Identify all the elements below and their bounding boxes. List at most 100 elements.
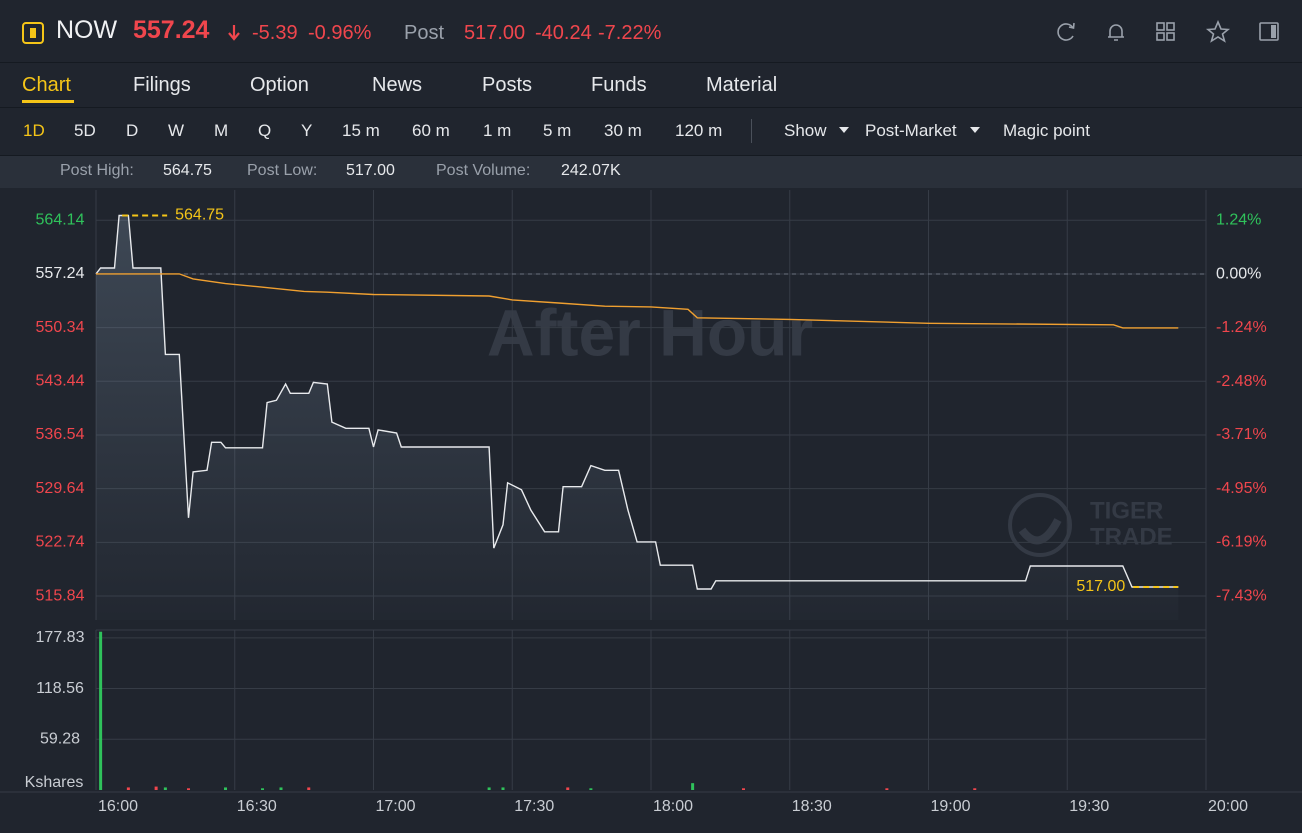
y-tick-label: 59.28 bbox=[40, 730, 80, 747]
y2-tick-label: -7.43% bbox=[1216, 587, 1267, 604]
alert-icon[interactable] bbox=[1108, 24, 1124, 41]
y-tick-label: 557.24 bbox=[36, 265, 85, 282]
y2-tick-label: -4.95% bbox=[1216, 480, 1267, 497]
tool[interactable]: Show bbox=[784, 121, 827, 140]
period[interactable]: 5D bbox=[74, 121, 96, 140]
down-arrow bbox=[228, 25, 240, 41]
refresh-icon[interactable] bbox=[1057, 22, 1075, 41]
tab[interactable]: Chart bbox=[22, 74, 71, 96]
period[interactable]: 60 m bbox=[412, 121, 450, 140]
x-tick-label: 16:00 bbox=[98, 798, 138, 815]
x-tick-label: 19:30 bbox=[1069, 798, 1109, 815]
volume-bar bbox=[742, 788, 745, 790]
logo-mark bbox=[1008, 493, 1072, 557]
watermark: After Hour bbox=[487, 295, 813, 369]
period[interactable]: Q bbox=[258, 121, 272, 140]
y-tick-label: 564.14 bbox=[36, 211, 85, 228]
x-tick-label: 17:00 bbox=[375, 798, 415, 815]
period[interactable]: W bbox=[168, 121, 185, 140]
tool[interactable]: Post-Market bbox=[865, 121, 957, 140]
volume-bar bbox=[501, 787, 505, 790]
x-tick-label: 18:00 bbox=[653, 798, 693, 815]
annotation-label: 564.75 bbox=[175, 207, 224, 224]
y2-tick-label: 1.24% bbox=[1216, 212, 1261, 229]
y-tick-label: 177.83 bbox=[36, 629, 85, 646]
volume-bar bbox=[691, 783, 695, 790]
active-tab-underline bbox=[22, 100, 74, 103]
period[interactable]: M bbox=[214, 121, 229, 140]
toolbar-icons bbox=[1057, 20, 1279, 43]
post-change-pct: -7.22% bbox=[598, 22, 662, 44]
y-tick-label: 536.54 bbox=[36, 426, 85, 443]
symbol-icon bbox=[22, 22, 44, 44]
stats-bar bbox=[0, 156, 1302, 188]
y-tick-label: 543.44 bbox=[36, 373, 85, 390]
logo-mark bbox=[1018, 518, 1062, 545]
period[interactable]: 5 m bbox=[543, 121, 572, 140]
volume-bar bbox=[99, 631, 103, 790]
period[interactable]: 1D bbox=[23, 121, 45, 140]
tool[interactable]: Magic point bbox=[1003, 121, 1090, 140]
price: 557.24 bbox=[133, 16, 210, 44]
stat-value: 242.07K bbox=[561, 162, 621, 179]
period[interactable]: D bbox=[126, 121, 139, 140]
tab[interactable]: Funds bbox=[591, 74, 647, 96]
x-tick-label: 18:30 bbox=[792, 798, 832, 815]
period[interactable]: 30 m bbox=[604, 121, 642, 140]
annotation-label: 517.00 bbox=[1076, 578, 1125, 595]
caret bbox=[970, 127, 980, 133]
volume-bar bbox=[154, 786, 158, 790]
divider bbox=[0, 155, 1302, 156]
divider bbox=[0, 62, 1302, 63]
x-tick-label: 17:30 bbox=[514, 798, 554, 815]
volume-bar bbox=[566, 787, 570, 790]
stat-value: 517.00 bbox=[346, 162, 395, 179]
y2-tick-label: 0.00% bbox=[1216, 265, 1261, 282]
stat-value: 564.75 bbox=[163, 162, 212, 179]
volume-bar bbox=[307, 787, 311, 790]
stat-label: Post High: bbox=[60, 162, 134, 179]
volume-bar bbox=[187, 788, 190, 790]
period[interactable]: Y bbox=[301, 121, 313, 140]
stat-label: Post Volume: bbox=[436, 162, 531, 179]
price-area bbox=[96, 215, 1179, 620]
period[interactable]: 120 m bbox=[675, 121, 723, 140]
period[interactable]: 1 m bbox=[483, 121, 512, 140]
panel-icon[interactable] bbox=[1259, 22, 1279, 41]
x-tick-label: 20:00 bbox=[1208, 798, 1248, 815]
volume-bar bbox=[589, 788, 593, 790]
favorite-icon[interactable] bbox=[1205, 20, 1231, 43]
volume-bar bbox=[163, 787, 167, 790]
y2-tick-label: -1.24% bbox=[1216, 319, 1267, 336]
y-tick-label: 515.84 bbox=[36, 587, 85, 604]
period[interactable]: 15 m bbox=[342, 121, 380, 140]
tab[interactable]: Filings bbox=[133, 74, 191, 96]
tab[interactable]: Material bbox=[706, 74, 778, 96]
layout-icon[interactable] bbox=[1156, 22, 1175, 41]
tab[interactable]: Option bbox=[250, 74, 309, 96]
logo-text: TIGER bbox=[1090, 497, 1163, 524]
y2-tick-label: -6.19% bbox=[1216, 534, 1267, 551]
volume-bar bbox=[126, 787, 130, 790]
y-tick-label: 529.64 bbox=[36, 480, 85, 497]
price-line bbox=[95, 214, 1179, 590]
y-tick-label: 118.56 bbox=[36, 680, 84, 697]
volume-bar bbox=[224, 787, 227, 790]
post-price: 517.00 bbox=[464, 22, 526, 44]
divider bbox=[0, 107, 1302, 108]
symbol: NOW bbox=[56, 16, 118, 44]
tab[interactable]: Posts bbox=[482, 74, 533, 96]
caret bbox=[839, 127, 849, 133]
y2-tick-label: -3.71% bbox=[1216, 426, 1267, 443]
x-tick-label: 16:30 bbox=[237, 798, 277, 815]
volume-bar bbox=[487, 787, 491, 790]
volume-bar bbox=[279, 787, 283, 790]
volume-bar bbox=[973, 788, 977, 790]
separator bbox=[751, 119, 752, 143]
y-tick-label: 550.34 bbox=[36, 319, 85, 336]
tab[interactable]: News bbox=[372, 74, 423, 96]
change: -5.39 bbox=[252, 22, 298, 44]
